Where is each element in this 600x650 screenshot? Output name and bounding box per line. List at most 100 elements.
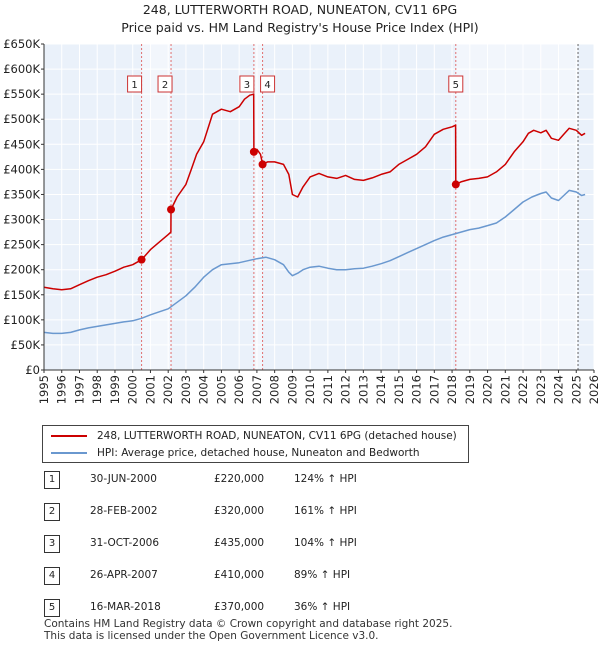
hpi-series-line bbox=[43, 189, 586, 335]
y-tick-label: £400K bbox=[3, 162, 40, 176]
x-tick-label: 2002 bbox=[161, 375, 175, 404]
x-tick-label: 2020 bbox=[481, 375, 495, 404]
x-tick-label: 2014 bbox=[374, 375, 388, 404]
y-tick-label: £100K bbox=[3, 313, 40, 327]
property-series-line bbox=[43, 93, 586, 291]
highlight-band bbox=[253, 44, 263, 370]
x-tick-label: 2022 bbox=[516, 375, 530, 404]
x-tick-label: 2013 bbox=[356, 375, 370, 404]
x-tick-label: 2004 bbox=[197, 375, 211, 404]
x-tick-label: 2001 bbox=[143, 375, 157, 404]
legend-swatch-hpi bbox=[51, 452, 87, 454]
legend-swatch-property bbox=[51, 435, 87, 437]
y-tick-label: £250K bbox=[3, 238, 40, 252]
sale-row: 3 31-OCT-2006 £435,000 104% ↑ HPI bbox=[0, 534, 600, 554]
chart-title-line2: Price paid vs. HM Land Registry's House … bbox=[121, 20, 479, 35]
sale-label-box bbox=[448, 75, 464, 93]
sale-label-box bbox=[127, 75, 143, 93]
y-tick-label: £200K bbox=[3, 263, 40, 277]
footer: Contains HM Land Registry data © Crown c… bbox=[44, 618, 452, 642]
y-tick-label: £500K bbox=[3, 112, 40, 126]
legend-label-property: 248, LUTTERWORTH ROAD, NUNEATON, CV11 6P… bbox=[97, 430, 457, 442]
sale-label-box bbox=[239, 75, 255, 93]
x-tick-label: 2005 bbox=[214, 375, 228, 404]
x-tick-label: 2016 bbox=[410, 375, 424, 404]
sale-date: 30-JUN-2000 bbox=[90, 473, 157, 485]
x-tick-label: 2026 bbox=[587, 375, 600, 404]
chart-canvas: 1 2 3 4 5 £0 £50K £100K £150K £200K £250K £300K £350… bbox=[3, 37, 600, 404]
y-tick-label: £550K bbox=[3, 87, 40, 101]
y-tick-label: £650K bbox=[3, 37, 40, 51]
x-tick-label: 2011 bbox=[321, 375, 335, 404]
sale-marker-dot bbox=[451, 180, 460, 189]
y-tick-label: £150K bbox=[3, 288, 40, 302]
y-tick-label: £50K bbox=[11, 338, 41, 352]
sale-price: £435,000 bbox=[214, 537, 265, 549]
sale-marker-dot bbox=[258, 160, 267, 169]
sale-price: £220,000 bbox=[214, 473, 265, 485]
sale-row: 5 16-MAR-2018 £370,000 36% ↑ HPI bbox=[0, 598, 600, 618]
x-tick-label: 2025 bbox=[569, 375, 583, 404]
sale-hpi-change: 124% ↑ HPI bbox=[294, 473, 357, 485]
sale-hpi-change: 104% ↑ HPI bbox=[294, 537, 357, 549]
sale-label: 4 bbox=[264, 80, 270, 91]
chart-title-line1: 248, LUTTERWORTH ROAD, NUNEATON, CV11 6P… bbox=[142, 2, 458, 17]
sale-row: 1 30-JUN-2000 £220,000 124% ↑ HPI bbox=[0, 470, 600, 490]
y-tick-label: £600K bbox=[3, 62, 40, 76]
sale-row: 2 28-FEB-2002 £320,000 161% ↑ HPI bbox=[0, 502, 600, 522]
x-tick-label: 2006 bbox=[232, 375, 246, 404]
x-tick-label: 2008 bbox=[268, 375, 282, 404]
x-tick-label: 2024 bbox=[552, 375, 566, 404]
sale-number-badge: 4 bbox=[44, 567, 60, 585]
x-tick-label: 2023 bbox=[534, 375, 548, 404]
sale-label-box bbox=[260, 75, 276, 93]
sale-price: £410,000 bbox=[214, 569, 265, 581]
x-tick-label: 2010 bbox=[303, 375, 317, 404]
x-tick-label: 2009 bbox=[285, 375, 299, 404]
sale-date: 28-FEB-2002 bbox=[90, 505, 158, 517]
x-tick-label: 2012 bbox=[339, 375, 353, 404]
x-tick-label: 2003 bbox=[179, 375, 193, 404]
sale-label: 1 bbox=[131, 80, 137, 91]
sale-marker-dot bbox=[137, 255, 146, 264]
sale-row: 4 26-APR-2007 £410,000 89% ↑ HPI bbox=[0, 566, 600, 586]
sale-number-badge: 1 bbox=[44, 471, 60, 489]
x-tick-label: 2000 bbox=[126, 375, 140, 404]
sale-date: 31-OCT-2006 bbox=[90, 537, 159, 549]
x-tick-label: 2015 bbox=[392, 375, 406, 404]
x-tick-label: 2007 bbox=[250, 375, 264, 404]
y-tick-label: £300K bbox=[3, 213, 40, 227]
x-tick-label: 1995 bbox=[37, 375, 51, 404]
sale-number-badge: 3 bbox=[44, 535, 60, 553]
legend-item-property: 248, LUTTERWORTH ROAD, NUNEATON, CV11 6P… bbox=[51, 428, 457, 444]
sale-hpi-change: 36% ↑ HPI bbox=[294, 601, 351, 613]
highlight-band bbox=[141, 44, 172, 370]
sale-date: 16-MAR-2018 bbox=[90, 601, 161, 613]
x-tick-label: 1999 bbox=[108, 375, 122, 404]
x-tick-label: 1998 bbox=[90, 375, 104, 404]
legend-item-hpi: HPI: Average price, detached house, Nune… bbox=[51, 445, 419, 461]
sale-label: 5 bbox=[453, 80, 459, 91]
x-tick-label: 2017 bbox=[427, 375, 441, 404]
sale-hpi-change: 161% ↑ HPI bbox=[294, 505, 357, 517]
sale-label: 3 bbox=[244, 80, 250, 91]
sale-label: 2 bbox=[162, 80, 168, 91]
sale-label-box bbox=[157, 75, 173, 93]
sale-hpi-change: 89% ↑ HPI bbox=[294, 569, 351, 581]
x-tick-label: 2021 bbox=[498, 375, 512, 404]
sale-price: £320,000 bbox=[214, 505, 265, 517]
x-tick-label: 1996 bbox=[55, 375, 69, 404]
sale-number-badge: 2 bbox=[44, 503, 60, 521]
footer-copyright: Contains HM Land Registry data © Crown c… bbox=[44, 618, 453, 630]
x-tick-label: 2018 bbox=[445, 375, 459, 404]
x-tick-label: 2019 bbox=[463, 375, 477, 404]
x-tick-label: 1997 bbox=[72, 375, 86, 404]
footer-licence: This data is licensed under the Open Gov… bbox=[44, 630, 379, 642]
sale-marker-dot bbox=[249, 147, 258, 156]
legend-label-hpi: HPI: Average price, detached house, Nune… bbox=[97, 447, 420, 459]
legend: 248, LUTTERWORTH ROAD, NUNEATON, CV11 6P… bbox=[42, 425, 469, 463]
sale-price: £370,000 bbox=[214, 601, 265, 613]
y-tick-label: £450K bbox=[3, 137, 40, 151]
sale-date: 26-APR-2007 bbox=[90, 569, 158, 581]
sale-number-badge: 5 bbox=[44, 599, 60, 617]
